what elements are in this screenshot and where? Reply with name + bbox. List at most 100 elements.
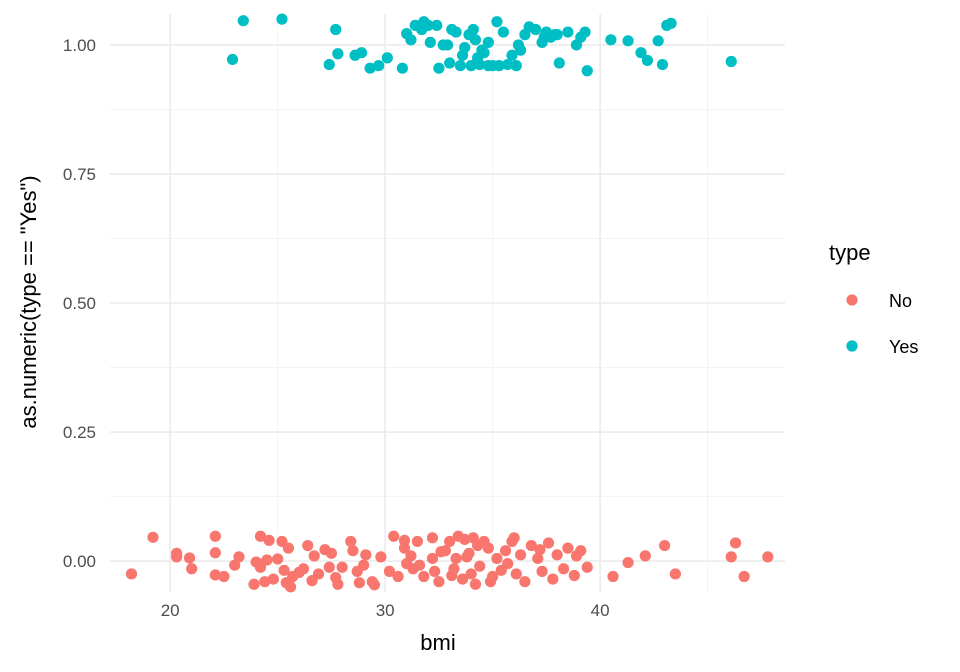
data-point bbox=[229, 559, 241, 571]
data-points bbox=[125, 13, 774, 593]
data-point bbox=[263, 534, 275, 546]
data-point bbox=[332, 578, 344, 590]
data-point bbox=[532, 552, 544, 565]
data-point bbox=[497, 26, 509, 38]
data-point bbox=[491, 552, 503, 565]
data-point bbox=[467, 23, 479, 36]
data-point bbox=[738, 570, 750, 583]
data-point bbox=[514, 549, 527, 561]
data-point bbox=[282, 542, 295, 554]
data-point bbox=[388, 530, 400, 542]
x-axis-title: bmi bbox=[420, 630, 455, 655]
x-tick-label: 30 bbox=[376, 601, 395, 620]
x-tick-label: 20 bbox=[161, 601, 180, 620]
data-point bbox=[209, 530, 221, 542]
data-point bbox=[665, 17, 677, 29]
data-point bbox=[474, 560, 486, 572]
data-point bbox=[254, 530, 267, 542]
data-point bbox=[323, 561, 335, 573]
y-tick-label: 0.50 bbox=[63, 294, 96, 313]
data-point bbox=[218, 570, 230, 583]
data-point bbox=[519, 576, 531, 588]
data-point bbox=[725, 55, 737, 68]
data-point bbox=[557, 563, 570, 575]
data-point bbox=[330, 23, 342, 36]
data-point bbox=[474, 58, 486, 71]
y-axis-title: as.numeric(type == "Yes") bbox=[16, 175, 41, 428]
data-point bbox=[729, 537, 742, 549]
data-point bbox=[353, 577, 365, 589]
data-point bbox=[639, 550, 651, 562]
data-point bbox=[284, 581, 297, 593]
data-point bbox=[530, 23, 542, 36]
data-point bbox=[398, 534, 411, 546]
data-point bbox=[487, 60, 499, 72]
data-point bbox=[491, 16, 503, 28]
data-point bbox=[641, 54, 654, 67]
data-point bbox=[209, 547, 221, 559]
series-no bbox=[125, 530, 774, 593]
data-point bbox=[605, 34, 617, 46]
data-point bbox=[426, 532, 439, 544]
data-point bbox=[308, 550, 320, 562]
y-tick-label: 1.00 bbox=[63, 36, 96, 55]
data-point bbox=[465, 60, 477, 72]
data-point bbox=[478, 47, 490, 59]
data-point bbox=[392, 570, 404, 583]
data-point bbox=[278, 564, 290, 576]
data-point bbox=[469, 34, 482, 46]
data-point bbox=[381, 52, 393, 64]
data-point bbox=[502, 58, 514, 71]
data-point bbox=[456, 573, 469, 585]
data-point bbox=[125, 568, 138, 580]
data-point bbox=[465, 568, 477, 580]
data-point bbox=[444, 57, 456, 69]
data-point bbox=[570, 550, 583, 562]
data-point bbox=[186, 563, 198, 575]
data-point bbox=[325, 547, 338, 559]
data-point bbox=[510, 568, 522, 580]
x-axis-ticks: 20 30 40 bbox=[161, 601, 610, 620]
data-point bbox=[368, 579, 381, 591]
data-point bbox=[525, 539, 537, 552]
data-point bbox=[506, 49, 518, 61]
data-point bbox=[183, 552, 196, 564]
data-point bbox=[562, 542, 574, 554]
legend-key-no bbox=[846, 294, 858, 306]
data-point bbox=[444, 535, 456, 548]
data-point bbox=[323, 58, 335, 71]
data-point bbox=[656, 58, 669, 71]
data-point bbox=[510, 60, 522, 72]
data-point bbox=[302, 539, 314, 552]
data-point bbox=[508, 532, 520, 544]
data-point bbox=[418, 570, 430, 583]
data-point bbox=[448, 563, 460, 575]
data-point bbox=[579, 26, 591, 38]
data-point bbox=[536, 565, 548, 577]
data-point bbox=[411, 535, 424, 548]
data-point bbox=[147, 531, 159, 543]
data-point bbox=[499, 545, 512, 557]
data-point bbox=[413, 559, 426, 571]
data-point bbox=[364, 62, 376, 74]
data-point bbox=[469, 578, 482, 590]
data-point bbox=[297, 563, 310, 575]
data-point bbox=[547, 573, 559, 585]
data-point bbox=[538, 31, 550, 43]
data-point bbox=[551, 549, 563, 561]
data-point bbox=[347, 545, 359, 557]
data-point bbox=[450, 26, 462, 38]
data-point bbox=[375, 551, 387, 563]
data-point bbox=[437, 39, 449, 51]
data-point bbox=[226, 53, 239, 66]
data-point bbox=[405, 550, 417, 562]
data-point bbox=[422, 19, 434, 31]
legend-label-yes: Yes bbox=[889, 337, 918, 357]
data-point bbox=[373, 60, 385, 72]
data-point bbox=[435, 546, 447, 558]
y-tick-label: 0.00 bbox=[63, 552, 96, 571]
data-point bbox=[622, 35, 634, 47]
data-point bbox=[433, 576, 445, 588]
data-point bbox=[463, 547, 475, 559]
